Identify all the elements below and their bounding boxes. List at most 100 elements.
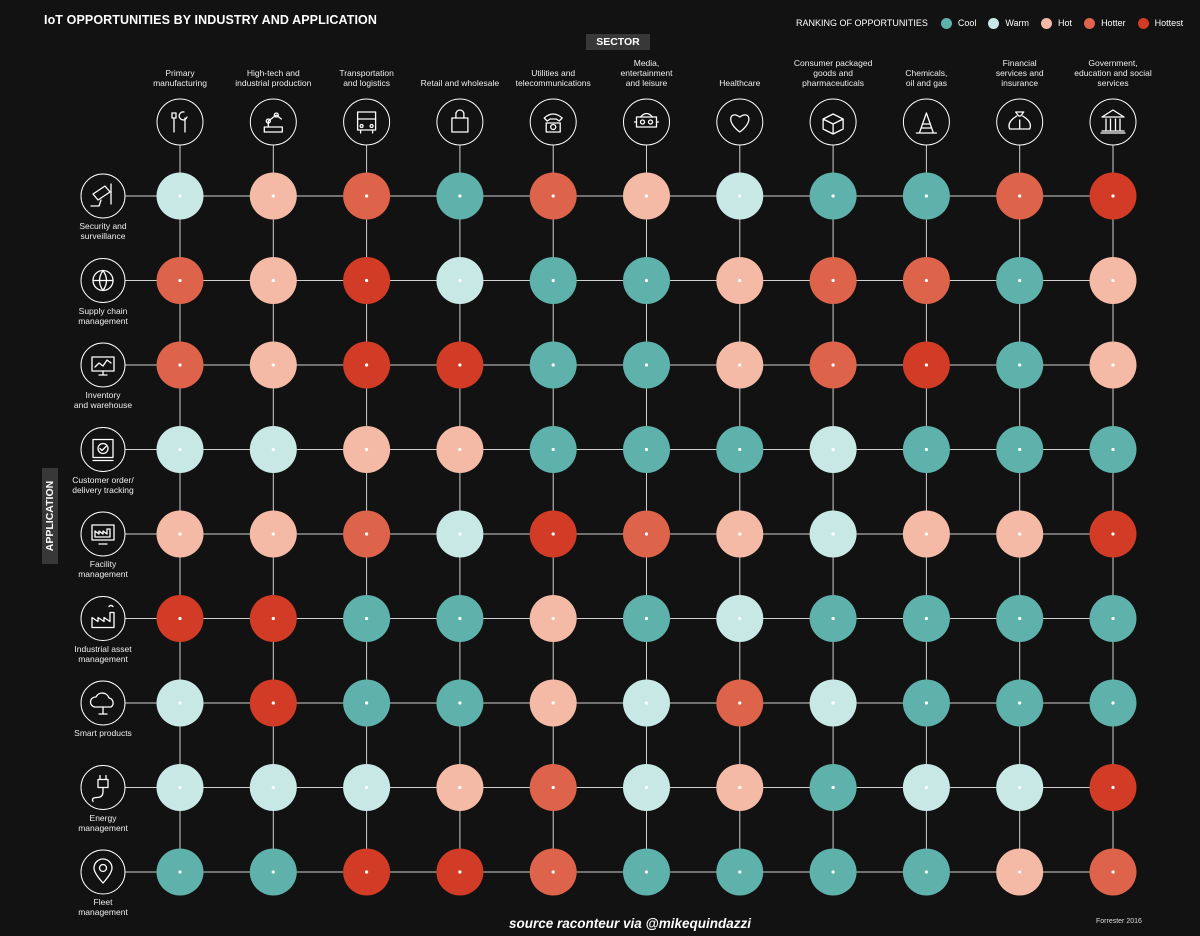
cell-center-dot xyxy=(924,194,929,198)
cell-center-dot xyxy=(551,363,555,367)
legend-title: RANKING OF OPPORTUNITIES xyxy=(796,18,928,28)
cell-center-dot xyxy=(1111,363,1115,367)
column-label: Utilities and telecommunications xyxy=(491,68,615,88)
legend: RANKING OF OPPORTUNITIES Cool Warm Hot H… xyxy=(796,16,1195,30)
legend-label-cool: Cool xyxy=(957,18,977,28)
column-icon-money-bag-icon xyxy=(996,98,1044,146)
cell-center-dot xyxy=(178,447,182,452)
cell-center-dot xyxy=(738,701,742,705)
row-label: Security and surveillance xyxy=(47,221,159,241)
legend-item-warm: Warm xyxy=(988,17,1029,29)
cell-center-dot xyxy=(458,278,462,283)
column-label-line: Financial xyxy=(1002,58,1037,68)
row-icon-globe-icon xyxy=(80,258,126,303)
grid-lines xyxy=(125,145,1114,873)
row-label-line: Supply chain xyxy=(78,305,128,316)
cell-center-dot xyxy=(1111,532,1115,536)
cell-center-dot xyxy=(644,278,649,283)
cell-center-dot xyxy=(1018,870,1022,874)
cell-center-dot xyxy=(271,278,275,283)
cell-center-dot xyxy=(831,278,835,283)
row-label-line: management xyxy=(78,653,128,664)
column-icon-open-box-icon xyxy=(809,98,857,146)
cell-center-dot xyxy=(178,194,182,198)
column-label-line: High-tech and xyxy=(246,68,300,78)
column-icon-robot-arm-icon xyxy=(249,98,297,146)
cell-center-dot xyxy=(178,701,182,705)
cell-center-dot xyxy=(458,616,462,621)
column-label-line: education and social xyxy=(1074,68,1152,78)
cell-center-dot xyxy=(458,194,462,198)
row-label-line: surveillance xyxy=(80,231,126,241)
row-icon-factory-monitor-icon xyxy=(80,511,126,557)
application-axis-tag: APPLICATION xyxy=(42,468,58,564)
cell-center-dot xyxy=(1018,616,1022,621)
legend-label-hotter: Hotter xyxy=(1101,18,1126,28)
cell-center-dot xyxy=(365,278,369,283)
cell-center-dot xyxy=(738,363,742,367)
legend-label-hot: Hot xyxy=(1058,18,1073,28)
row-label-line: Facility xyxy=(89,559,117,569)
matrix-cells xyxy=(156,172,1137,896)
cell-center-dot xyxy=(644,870,649,874)
cell-center-dot xyxy=(1018,447,1022,452)
cell-center-dot xyxy=(458,532,462,536)
row-label-line: Inventory xyxy=(85,390,121,400)
cell-center-dot xyxy=(1018,278,1022,283)
cell-center-dot xyxy=(458,870,462,874)
cell-center-dot xyxy=(644,363,649,367)
cell-center-dot xyxy=(271,363,275,367)
column-icon-heart-icon xyxy=(716,98,764,146)
cell-center-dot xyxy=(644,701,649,705)
row-label: Inventory and warehouse xyxy=(47,390,159,410)
row-label-line: Smart products xyxy=(74,728,132,738)
column-label-line: Consumer packaged xyxy=(793,58,873,68)
row-label-line: and warehouse xyxy=(73,400,133,410)
column-label-line: industrial production xyxy=(235,78,312,88)
cell-center-dot xyxy=(365,447,369,452)
cell-center-dot xyxy=(831,194,835,198)
page-title: IoT OPPORTUNITIES BY INDUSTRY AND APPLIC… xyxy=(44,13,377,27)
column-label-line: Media, xyxy=(633,58,660,68)
cell-center-dot xyxy=(365,616,369,621)
column-icon-telephone-icon xyxy=(529,98,577,146)
cell-center-dot xyxy=(551,447,555,452)
cell-center-dot xyxy=(924,870,929,874)
column-label-line: Transportation xyxy=(339,68,394,78)
cell-center-dot xyxy=(1111,870,1115,874)
source-note: source raconteur via @mikequindazzi xyxy=(509,916,751,931)
cell-center-dot xyxy=(271,447,275,452)
column-label-line: services xyxy=(1097,78,1129,88)
cell-center-dot xyxy=(551,701,555,705)
cell-center-dot xyxy=(924,616,929,621)
column-label-line: Chemicals, xyxy=(905,68,948,78)
cell-center-dot xyxy=(924,447,929,452)
column-label: Chemicals, oil and gas xyxy=(864,68,988,88)
row-label-line: Industrial asset xyxy=(74,643,132,654)
row-label-line: management xyxy=(78,822,128,833)
cell-center-dot xyxy=(831,532,835,536)
cell-center-dot xyxy=(924,278,929,283)
cell-center-dot xyxy=(1111,194,1115,198)
row-label-line: Energy xyxy=(89,812,117,823)
column-label: Government, education and social services xyxy=(1051,58,1175,88)
cell-center-dot xyxy=(178,363,182,367)
column-label-line: Utilities and xyxy=(531,68,576,78)
column-label: High-tech and industrial production xyxy=(211,68,335,88)
column-label-line: Retail and wholesale xyxy=(420,78,500,88)
cell-center-dot xyxy=(831,785,835,790)
cell-center-dot xyxy=(1111,701,1115,705)
row-label: Smart products xyxy=(47,728,159,738)
row-label-line: Security and xyxy=(79,221,127,231)
cell-center-dot xyxy=(178,278,182,283)
cell-center-dot xyxy=(271,194,275,198)
column-icon-tools-icon xyxy=(156,98,204,146)
column-label-line: pharmaceuticals xyxy=(802,78,865,88)
cell-center-dot xyxy=(1018,532,1022,536)
cell-center-dot xyxy=(924,701,929,705)
column-label: Retail and wholesale xyxy=(398,78,522,88)
legend-swatch-hot xyxy=(1041,17,1053,29)
column-label-line: insurance xyxy=(1001,78,1039,88)
cell-center-dot xyxy=(1111,616,1115,621)
row-icon-factory-icon xyxy=(80,596,126,641)
